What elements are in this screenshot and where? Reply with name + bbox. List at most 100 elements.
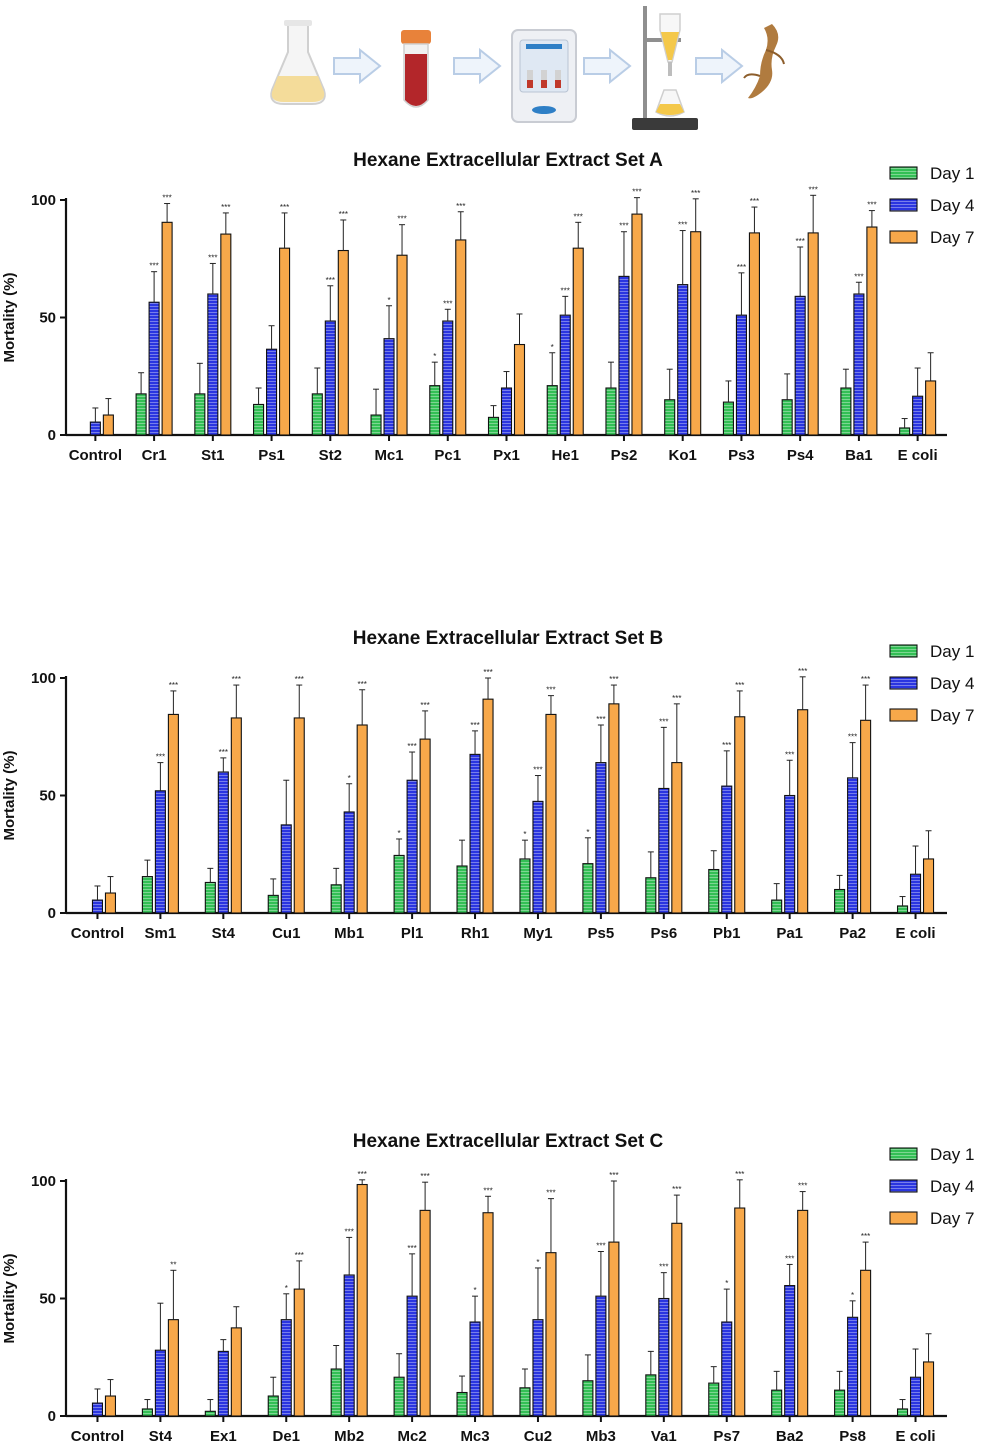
bar <box>253 403 265 436</box>
bar <box>771 899 783 914</box>
significance-label: *** <box>156 753 165 762</box>
bar <box>834 1389 846 1417</box>
significance-label: * <box>523 830 526 839</box>
y-tick-label: 50 <box>39 1291 56 1308</box>
bar <box>721 1321 733 1417</box>
x-tick-label: Pl1 <box>401 925 424 942</box>
bar <box>207 293 219 436</box>
bar-chart-set-a: Hexane Extracellular Extract Set A Mortal… <box>1 150 974 464</box>
bar <box>267 1395 279 1417</box>
bar <box>545 713 557 914</box>
significance-label: *** <box>339 210 348 219</box>
x-tick-label: Control <box>71 925 124 942</box>
significance-label: *** <box>795 237 804 246</box>
significance-label: *** <box>280 203 289 212</box>
bar <box>794 295 806 436</box>
chart-title: Hexane Extracellular Extract Set A <box>353 150 663 171</box>
x-tick-label: De1 <box>272 1428 300 1445</box>
x-tick-label: Ko1 <box>669 447 697 464</box>
bar <box>141 1408 153 1417</box>
x-tick-label: Va1 <box>651 1428 677 1445</box>
significance-label: *** <box>609 675 618 684</box>
x-tick-label: Control <box>69 447 122 464</box>
arrow-right-icon <box>695 47 744 85</box>
significance-label: *** <box>691 189 700 198</box>
bar <box>406 779 418 914</box>
significance-label: *** <box>672 694 681 703</box>
legend-swatch <box>889 676 918 690</box>
significance-label: *** <box>407 1244 416 1253</box>
x-tick-label: Cr1 <box>142 447 167 464</box>
bar <box>204 1410 216 1417</box>
bar <box>546 385 558 436</box>
bar <box>658 787 670 914</box>
bar <box>91 1402 104 1417</box>
bar <box>608 703 620 914</box>
bar <box>396 254 408 436</box>
y-tick-label: 0 <box>48 905 56 922</box>
bar <box>482 1212 494 1417</box>
bar <box>677 284 689 436</box>
bar <box>280 1319 292 1417</box>
significance-label: *** <box>659 717 668 726</box>
x-tick-label: Pb1 <box>713 925 741 942</box>
bar <box>532 800 544 914</box>
bar <box>104 1395 117 1417</box>
significance-label: *** <box>358 680 367 689</box>
bar <box>847 777 859 914</box>
legend-label: Day 4 <box>930 196 974 215</box>
bar <box>220 233 232 436</box>
bar <box>860 1269 872 1417</box>
bar <box>500 387 513 436</box>
bar <box>469 1321 481 1417</box>
bar <box>645 877 657 914</box>
bar <box>419 738 431 914</box>
bar <box>154 1349 166 1417</box>
significance-label: *** <box>397 215 406 224</box>
bar <box>595 762 607 914</box>
bar <box>671 762 683 914</box>
significance-label: *** <box>678 221 687 230</box>
significance-label: *** <box>737 263 746 272</box>
bar <box>217 771 229 914</box>
bar <box>784 1285 796 1417</box>
legend-label: Day 1 <box>930 642 974 661</box>
bar <box>645 1374 657 1417</box>
legend-label: Day 4 <box>930 674 974 693</box>
x-tick-label: Rh1 <box>461 925 489 942</box>
y-tick-label: 50 <box>39 788 56 805</box>
significance-label: *** <box>345 1227 354 1236</box>
bar <box>909 873 922 914</box>
bar <box>771 1389 783 1417</box>
x-tick-label: St2 <box>319 447 342 464</box>
bar <box>860 719 872 914</box>
bar <box>559 314 571 436</box>
bar <box>722 401 734 436</box>
x-tick-label: Mc1 <box>374 447 403 464</box>
significance-label: *** <box>420 1172 429 1181</box>
bar <box>230 1327 242 1417</box>
bar <box>519 858 531 914</box>
significance-label: *** <box>785 750 794 759</box>
significance-label: *** <box>619 222 628 231</box>
bar <box>853 293 865 436</box>
x-tick-label: Pa2 <box>839 925 866 942</box>
bar <box>807 232 819 436</box>
bar <box>896 905 909 914</box>
x-tick-label: My1 <box>523 925 552 942</box>
bar <box>866 226 878 436</box>
bar <box>834 888 846 914</box>
significance-label: *** <box>162 194 171 203</box>
significance-label: *** <box>546 1189 555 1198</box>
significance-label: *** <box>561 286 570 295</box>
bar <box>293 1288 305 1417</box>
significance-label: * <box>387 296 390 305</box>
significance-label: *** <box>861 675 870 684</box>
legend-swatch <box>889 644 918 658</box>
significance-label: *** <box>867 201 876 210</box>
x-tick-label: E coli <box>896 1428 936 1445</box>
bar <box>605 387 617 436</box>
significance-label: *** <box>483 1186 492 1195</box>
x-tick-label: Mb1 <box>334 925 364 942</box>
significance-label: * <box>433 352 436 361</box>
